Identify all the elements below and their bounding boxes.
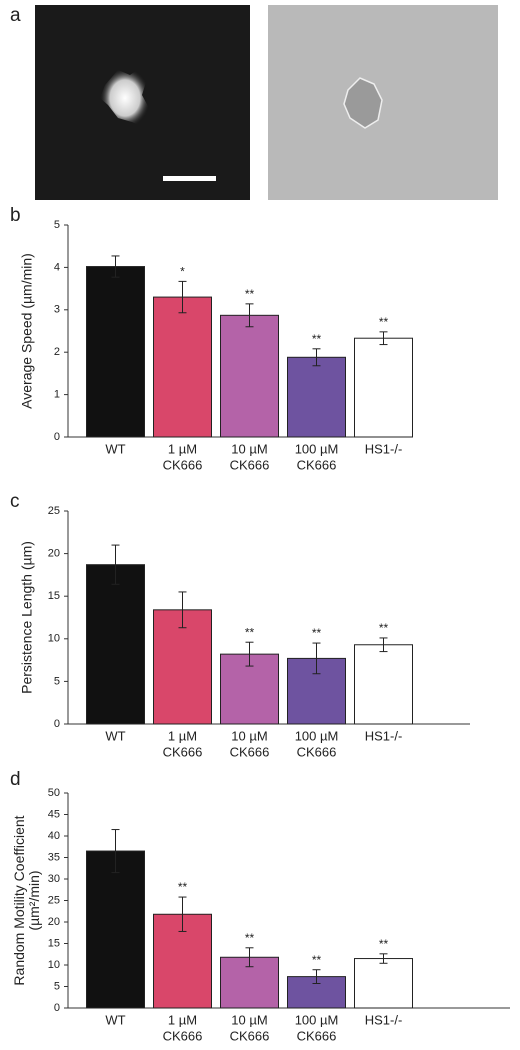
x-tick-label: CK666 bbox=[230, 1028, 270, 1043]
x-tick-label: HS1-/- bbox=[365, 1012, 403, 1027]
significance: ** bbox=[379, 937, 389, 951]
y-tick-label: 40 bbox=[48, 830, 60, 842]
y-axis-label: (µm²/min) bbox=[26, 870, 42, 930]
x-tick-label: HS1-/- bbox=[365, 728, 403, 743]
panel-label: c bbox=[10, 491, 20, 512]
y-axis-label: Average Speed (µm/min) bbox=[19, 253, 35, 409]
cell bbox=[100, 68, 150, 128]
y-tick-label: 4 bbox=[54, 261, 60, 273]
significance: * bbox=[180, 265, 185, 279]
x-tick-label: 10 µM bbox=[231, 441, 267, 456]
y-tick-label: 15 bbox=[48, 937, 60, 949]
y-axis-label: Random Motility Coefficient bbox=[11, 815, 27, 985]
x-tick-label: WT bbox=[105, 1012, 125, 1027]
y-tick-label: 30 bbox=[48, 873, 60, 885]
significance: ** bbox=[245, 931, 255, 945]
significance: ** bbox=[245, 287, 255, 301]
panel-label: d bbox=[10, 769, 21, 790]
x-tick-label: CK666 bbox=[230, 457, 270, 472]
y-tick-label: 25 bbox=[48, 505, 60, 517]
bar bbox=[354, 958, 413, 1009]
y-tick-label: 0 bbox=[54, 431, 60, 443]
x-tick-label: CK666 bbox=[163, 1028, 203, 1043]
bar bbox=[354, 644, 413, 725]
brightfield-image bbox=[268, 5, 498, 200]
x-tick-label: CK666 bbox=[297, 744, 337, 759]
y-tick-label: 20 bbox=[48, 916, 60, 928]
y-tick-label: 0 bbox=[54, 718, 60, 730]
x-tick-label: CK666 bbox=[163, 457, 203, 472]
x-tick-label: CK666 bbox=[297, 457, 337, 472]
x-tick-label: 1 µM bbox=[168, 1012, 197, 1027]
panel-label: a bbox=[10, 5, 21, 26]
y-tick-label: 5 bbox=[54, 219, 60, 231]
y-tick-label: 35 bbox=[48, 851, 60, 863]
x-tick-label: WT bbox=[105, 441, 125, 456]
bar bbox=[86, 850, 145, 1009]
panel-label: b bbox=[10, 205, 21, 226]
x-tick-label: 1 µM bbox=[168, 441, 197, 456]
bar bbox=[287, 356, 346, 438]
cell bbox=[343, 77, 383, 129]
bar bbox=[153, 296, 212, 438]
significance: ** bbox=[312, 953, 322, 967]
y-tick-label: 3 bbox=[54, 304, 60, 316]
y-tick-label: 5 bbox=[54, 980, 60, 992]
x-tick-label: 1 µM bbox=[168, 728, 197, 743]
y-tick-label: 45 bbox=[48, 808, 60, 820]
y-axis-label: Persistence Length (µm) bbox=[19, 541, 35, 694]
x-tick-label: 10 µM bbox=[231, 728, 267, 743]
significance: ** bbox=[379, 315, 389, 329]
significance: ** bbox=[312, 332, 322, 346]
bar bbox=[354, 337, 413, 438]
significance: ** bbox=[312, 626, 322, 640]
scale-bar bbox=[163, 176, 216, 181]
significance: ** bbox=[245, 625, 255, 639]
significance: ** bbox=[178, 880, 188, 894]
y-tick-label: 2 bbox=[54, 346, 60, 358]
y-tick-label: 25 bbox=[48, 894, 60, 906]
x-tick-label: 100 µM bbox=[295, 441, 339, 456]
y-tick-label: 20 bbox=[48, 548, 60, 560]
x-tick-label: CK666 bbox=[163, 744, 203, 759]
x-tick-label: 10 µM bbox=[231, 1012, 267, 1027]
significance: ** bbox=[379, 621, 389, 635]
y-tick-label: 1 bbox=[54, 389, 60, 401]
bar bbox=[220, 314, 279, 438]
x-tick-label: 100 µM bbox=[295, 728, 339, 743]
y-tick-label: 10 bbox=[48, 633, 60, 645]
y-tick-label: 0 bbox=[54, 1002, 60, 1014]
y-tick-label: 5 bbox=[54, 675, 60, 687]
x-tick-label: CK666 bbox=[297, 1028, 337, 1043]
x-tick-label: 100 µM bbox=[295, 1012, 339, 1027]
y-tick-label: 15 bbox=[48, 590, 60, 602]
x-tick-label: CK666 bbox=[230, 744, 270, 759]
y-tick-label: 10 bbox=[48, 959, 60, 971]
y-tick-label: 50 bbox=[48, 787, 60, 799]
bar bbox=[86, 564, 145, 725]
x-tick-label: HS1-/- bbox=[365, 441, 403, 456]
x-tick-label: WT bbox=[105, 728, 125, 743]
bar bbox=[86, 266, 145, 438]
